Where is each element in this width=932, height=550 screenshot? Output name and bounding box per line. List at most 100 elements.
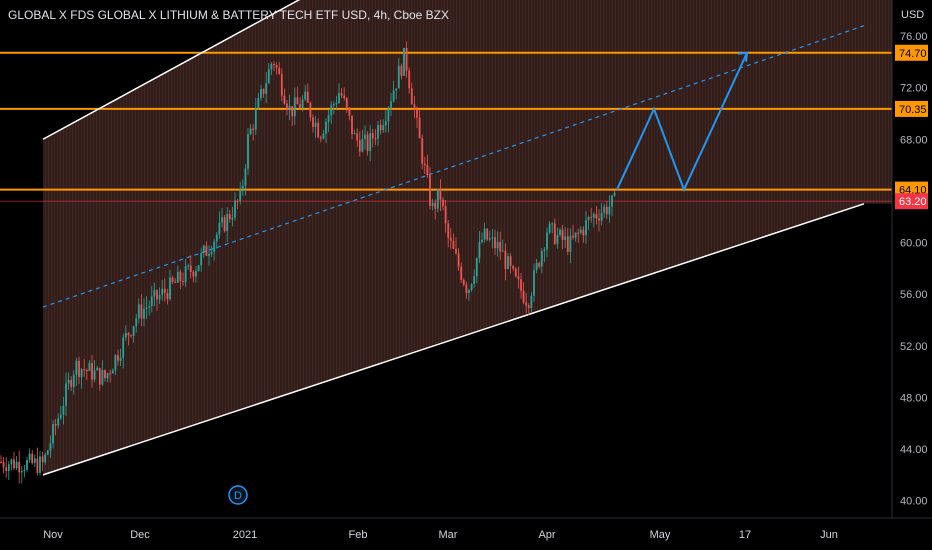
candle-body [572, 235, 574, 238]
candle-body [93, 370, 96, 380]
candle-body [553, 223, 556, 244]
candle-body [221, 217, 223, 223]
candle-body [31, 453, 34, 463]
candle-body [338, 93, 340, 103]
candle-body [119, 357, 122, 361]
candle-body [470, 283, 473, 290]
candle-body [10, 459, 13, 465]
candle-body [153, 290, 156, 297]
channel-upper-line [42, 0, 301, 140]
candle-body [145, 307, 148, 309]
candle-body [252, 128, 255, 130]
candle-body [249, 128, 252, 135]
candle-body [587, 217, 590, 221]
candle-body [369, 133, 372, 152]
candle-body [46, 450, 49, 455]
candle-body [421, 138, 424, 164]
candle-body [546, 232, 548, 250]
candle-body [605, 206, 608, 215]
candle-body [478, 242, 481, 259]
y-tick-label-9: 40.00 [900, 496, 928, 508]
candle-body [481, 239, 483, 243]
candle-body [59, 414, 62, 419]
candle-body [85, 370, 88, 372]
candle-body [533, 269, 535, 296]
candle-body [444, 206, 447, 224]
candle-body [70, 379, 73, 387]
candle-body [163, 288, 166, 294]
candle-body [273, 63, 275, 66]
candle-body [111, 370, 114, 374]
candle-body [434, 202, 437, 209]
candle-body [343, 95, 346, 99]
candle-body [595, 214, 598, 219]
candle-body [327, 115, 330, 122]
candle-body [387, 108, 390, 122]
candle-body [83, 369, 86, 371]
candle-body [371, 133, 374, 139]
candle-body [377, 124, 379, 139]
candle-body [449, 237, 452, 241]
candle-body [88, 363, 91, 371]
candle-body [457, 253, 460, 267]
candle-body [80, 369, 83, 378]
candle-body [2, 462, 5, 468]
candle-body [301, 99, 304, 108]
candle-body [283, 95, 286, 104]
candle-body [62, 405, 65, 415]
candle-body [392, 90, 395, 102]
candle-body [98, 367, 101, 385]
x-tick-label-0: Nov [43, 529, 63, 541]
candle-body [213, 241, 216, 252]
candle-body [522, 290, 525, 303]
candle-body [520, 279, 522, 291]
candle-body [104, 370, 106, 379]
candle-body [117, 355, 119, 361]
candle-body [340, 93, 343, 96]
candle-body [423, 163, 426, 166]
candle-body [174, 281, 177, 283]
candle-body [265, 83, 268, 94]
candle-body [148, 306, 151, 308]
candle-body [382, 125, 385, 131]
candle-body [507, 256, 509, 269]
candle-body [473, 276, 476, 284]
candle-body [296, 97, 299, 105]
candle-body [176, 271, 179, 283]
candle-body [361, 138, 364, 152]
candle-body [26, 460, 28, 470]
x-tick-label-6: May [650, 529, 671, 541]
candle-body [161, 288, 164, 295]
y-tick-label-2: 68.00 [900, 134, 928, 146]
candle-body [397, 65, 400, 89]
candle-body [384, 121, 387, 126]
candle-body [208, 253, 210, 256]
candle-body [551, 223, 554, 225]
candle-body [223, 217, 226, 232]
level-label-1: 70.35 [899, 104, 927, 116]
candle-body [460, 266, 463, 280]
candle-body [36, 458, 39, 473]
candle-body [262, 88, 265, 94]
candle-body [431, 202, 434, 206]
candle-body [564, 236, 567, 240]
candle-body [65, 383, 67, 406]
candle-body [379, 124, 382, 131]
candle-body [416, 110, 418, 118]
x-tick-label-5: Apr [538, 529, 555, 541]
candle-body [447, 223, 450, 238]
candle-body [228, 213, 231, 220]
candle-body [452, 240, 455, 249]
candle-body [127, 332, 130, 336]
y-tick-label-0: 76.00 [900, 31, 928, 43]
candle-body [179, 271, 182, 282]
candle-body [187, 265, 190, 267]
candle-body [150, 296, 153, 307]
candle-body [475, 258, 478, 277]
candle-body [540, 251, 543, 267]
candle-body [184, 266, 187, 283]
x-tick-label-3: Feb [349, 529, 368, 541]
candle-body [275, 65, 278, 68]
candle-body [197, 265, 200, 271]
